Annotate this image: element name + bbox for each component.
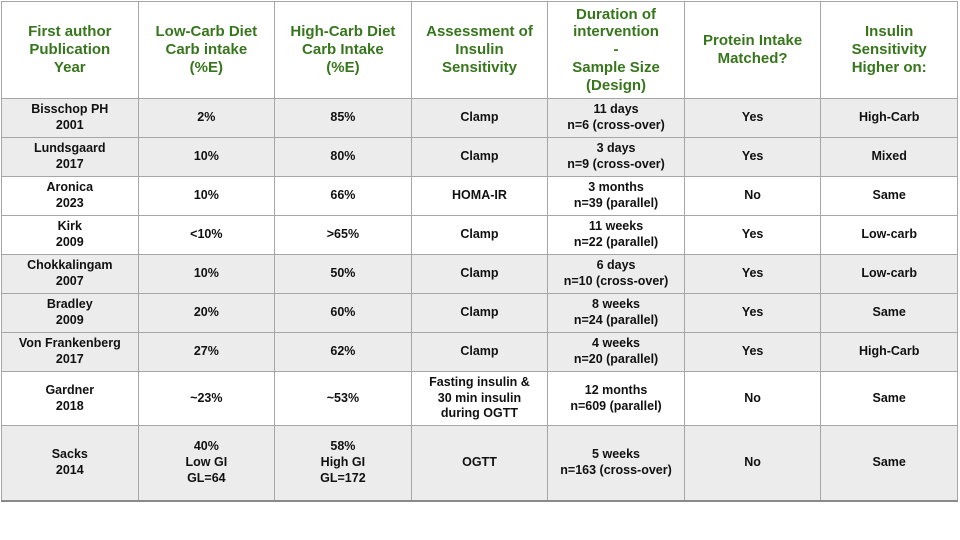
cell-high-carb: >65% <box>274 215 412 255</box>
cell-duration: 12 months n=609 (parallel) <box>547 371 685 426</box>
col-header-first-author: First author Publication Year <box>1 1 139 99</box>
cell-protein-matched: Yes <box>683 137 822 177</box>
cell-author: Lundsgaard 2017 <box>1 137 139 177</box>
cell-duration: 5 weeks n=163 (cross-over) <box>547 425 685 501</box>
table-row-sacks: Sacks 2014 40% Low GI GL=64 58% High GI … <box>1 425 958 501</box>
cell-low-carb: <10% <box>137 215 276 255</box>
col-header-duration-sample: Duration of intervention - Sample Size (… <box>547 1 685 99</box>
cell-author: Kirk 2009 <box>1 215 139 255</box>
cell-higher-on: Low-carb <box>820 254 958 294</box>
cell-duration: 4 weeks n=20 (parallel) <box>547 332 685 372</box>
cell-higher-on: Same <box>820 293 958 333</box>
cell-high-carb: 58% High GI GL=172 <box>274 425 412 501</box>
cell-assessment: Clamp <box>410 98 549 138</box>
table-row-von-frankenberg: Von Frankenberg 2017 27% 62% Clamp 4 wee… <box>1 332 958 372</box>
cell-duration: 3 days n=9 (cross-over) <box>547 137 685 177</box>
col-header-protein-matched: Protein Intake Matched? <box>683 1 822 99</box>
cell-author: Sacks 2014 <box>1 425 139 501</box>
col-header-sensitivity-higher: Insulin Sensitivity Higher on: <box>820 1 958 99</box>
cell-assessment: Clamp <box>410 137 549 177</box>
cell-assessment: Clamp <box>410 293 549 333</box>
cell-protein-matched: Yes <box>683 98 822 138</box>
cell-higher-on: High-Carb <box>820 98 958 138</box>
table-row-bradley: Bradley 2009 20% 60% Clamp 8 weeks n=24 … <box>1 293 958 333</box>
cell-low-carb: 20% <box>137 293 276 333</box>
cell-high-carb: ~53% <box>274 371 412 426</box>
cell-high-carb: 85% <box>274 98 412 138</box>
cell-low-carb: 40% Low GI GL=64 <box>137 425 276 501</box>
cell-author: Aronica 2023 <box>1 176 139 216</box>
table-row-lundsgaard: Lundsgaard 2017 10% 80% Clamp 3 days n=9… <box>1 137 958 177</box>
cell-low-carb: 10% <box>137 254 276 294</box>
table-row-kirk: Kirk 2009 <10% >65% Clamp 11 weeks n=22 … <box>1 215 958 255</box>
cell-protein-matched: No <box>683 176 822 216</box>
cell-protein-matched: Yes <box>683 293 822 333</box>
cell-assessment: Clamp <box>410 332 549 372</box>
cell-protein-matched: No <box>683 371 822 426</box>
cell-higher-on: Same <box>820 371 958 426</box>
cell-author: Bradley 2009 <box>1 293 139 333</box>
cell-high-carb: 60% <box>274 293 412 333</box>
cell-high-carb: 66% <box>274 176 412 216</box>
cell-author: Bisschop PH 2001 <box>1 98 139 138</box>
table-body: Bisschop PH 2001 2% 85% Clamp 11 days n=… <box>1 98 958 501</box>
cell-protein-matched: No <box>683 425 822 501</box>
header-row: First author Publication Year Low-Carb D… <box>1 1 958 99</box>
cell-higher-on: Mixed <box>820 137 958 177</box>
cell-duration: 11 weeks n=22 (parallel) <box>547 215 685 255</box>
cell-author: Von Frankenberg 2017 <box>1 332 139 372</box>
cell-duration: 6 days n=10 (cross-over) <box>547 254 685 294</box>
cell-assessment: OGTT <box>410 425 549 501</box>
cell-assessment: Fasting insulin & 30 min insulin during … <box>410 371 549 426</box>
cell-low-carb: 2% <box>137 98 276 138</box>
table-row-chokkalingam: Chokkalingam 2007 10% 50% Clamp 6 days n… <box>1 254 958 294</box>
cell-protein-matched: Yes <box>683 215 822 255</box>
cell-higher-on: High-Carb <box>820 332 958 372</box>
table-row-aronica: Aronica 2023 10% 66% HOMA-IR 3 months n=… <box>1 176 958 216</box>
col-header-high-carb-intake: High-Carb Diet Carb Intake (%E) <box>274 1 412 99</box>
cell-assessment: Clamp <box>410 254 549 294</box>
cell-assessment: HOMA-IR <box>410 176 549 216</box>
cell-high-carb: 50% <box>274 254 412 294</box>
cell-duration: 3 months n=39 (parallel) <box>547 176 685 216</box>
col-header-low-carb-intake: Low-Carb Diet Carb intake (%E) <box>137 1 276 99</box>
cell-higher-on: Same <box>820 425 958 501</box>
cell-protein-matched: Yes <box>683 332 822 372</box>
cell-protein-matched: Yes <box>683 254 822 294</box>
table-row-bisschop: Bisschop PH 2001 2% 85% Clamp 11 days n=… <box>1 98 958 138</box>
cell-author: Gardner 2018 <box>1 371 139 426</box>
col-header-assessment: Assessment of Insulin Sensitivity <box>410 1 549 99</box>
cell-low-carb: 10% <box>137 176 276 216</box>
table-header: First author Publication Year Low-Carb D… <box>1 1 958 99</box>
studies-table: First author Publication Year Low-Carb D… <box>1 1 958 502</box>
cell-higher-on: Same <box>820 176 958 216</box>
cell-higher-on: Low-carb <box>820 215 958 255</box>
cell-duration: 11 days n=6 (cross-over) <box>547 98 685 138</box>
cell-low-carb: ~23% <box>137 371 276 426</box>
cell-author: Chokkalingam 2007 <box>1 254 139 294</box>
cell-low-carb: 27% <box>137 332 276 372</box>
cell-high-carb: 80% <box>274 137 412 177</box>
table-row-gardner: Gardner 2018 ~23% ~53% Fasting insulin &… <box>1 371 958 426</box>
cell-high-carb: 62% <box>274 332 412 372</box>
cell-duration: 8 weeks n=24 (parallel) <box>547 293 685 333</box>
cell-low-carb: 10% <box>137 137 276 177</box>
cell-assessment: Clamp <box>410 215 549 255</box>
